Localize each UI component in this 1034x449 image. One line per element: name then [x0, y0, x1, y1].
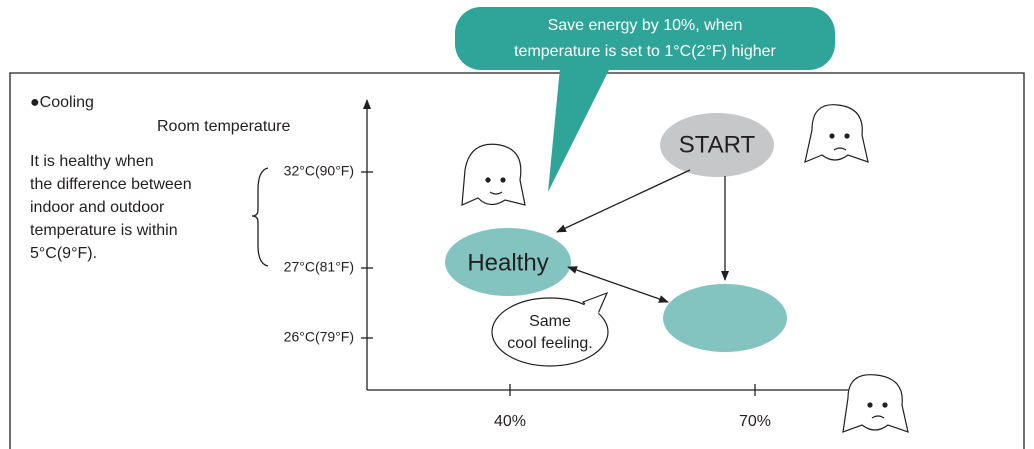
callout-text: Save energy by 10%, when: [548, 17, 743, 34]
callout-text: temperature is set to 1°C(2°F) higher: [514, 43, 776, 60]
speech-bubble: [491, 297, 609, 367]
note-line: It is healthy when: [30, 153, 154, 170]
arrow: [556, 169, 691, 233]
note-line: 5°C(9°F).: [30, 245, 97, 262]
y-tick-label: 32°C(90°F): [284, 163, 354, 179]
start-node: [660, 113, 774, 177]
callout-box: [455, 7, 835, 70]
face: [804, 104, 869, 163]
x-tick-label: 40%: [494, 413, 526, 430]
note-line: indoor and outdoor: [30, 199, 165, 216]
y-tick-label: 26°C(79°F): [284, 329, 354, 345]
brace: [251, 167, 269, 267]
face: [842, 374, 909, 433]
speech-text: cool feeling.: [507, 335, 592, 352]
mode-label: ●Cooling: [30, 94, 94, 111]
frame: [9, 72, 1025, 449]
face: [461, 143, 526, 206]
start-label: START: [679, 131, 756, 158]
arrow: [567, 266, 669, 303]
speech-join: [584, 302, 599, 316]
cool-node: [663, 284, 787, 352]
healthy-label: Healthy: [467, 249, 548, 276]
axis-label: Room temperature: [157, 118, 290, 135]
note-line: temperature is within: [30, 222, 178, 239]
note-line: the difference between: [30, 176, 192, 193]
x-tick-label: 70%: [739, 413, 771, 430]
note: It is healthy when the difference betwee…: [30, 153, 192, 262]
speech-text: Same: [529, 313, 571, 330]
healthy-node: [445, 228, 571, 296]
y-tick-label: 27°C(81°F): [284, 259, 354, 275]
callout-tail: [548, 68, 610, 192]
